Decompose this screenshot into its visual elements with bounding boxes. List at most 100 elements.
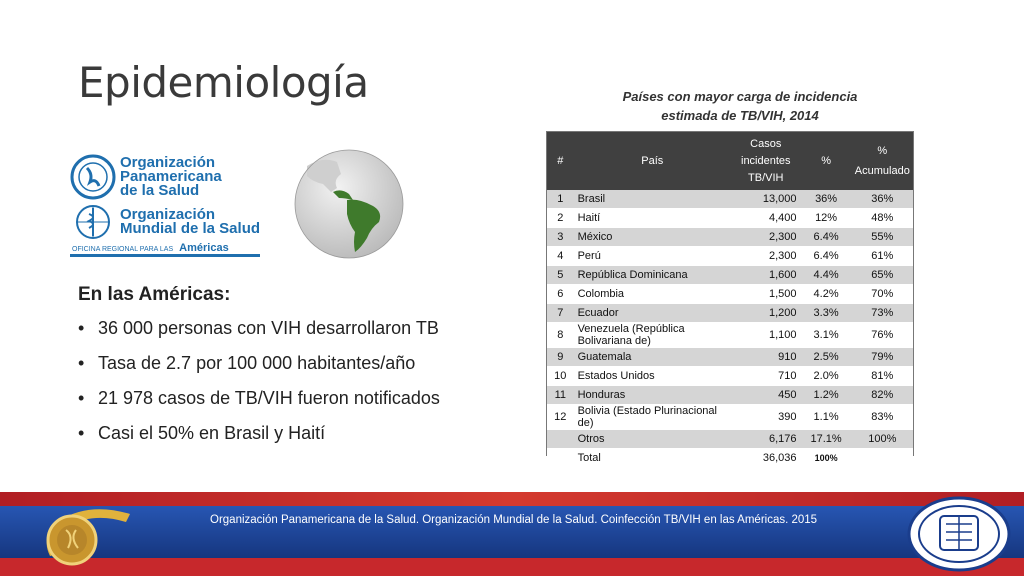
cell-country: República Dominicana xyxy=(573,265,732,285)
footer-blue-band xyxy=(0,506,1024,558)
table-row: 10 Estados Unidos 710 2.0% 81% xyxy=(547,366,913,386)
table-row: 12 Bolivia (Estado Plurinacional de) 390 1.… xyxy=(547,404,913,430)
col-header-index: # xyxy=(547,132,574,190)
logo-underline xyxy=(70,254,260,257)
cell-country: Brasil xyxy=(573,190,732,209)
who-text-line1: Organización xyxy=(120,206,216,223)
col-header-cases-l3: TB/VIH xyxy=(748,171,784,184)
who-text-line2: Mundial de la Salud xyxy=(120,220,261,237)
table-row: 8 Venezuela (República Bolivariana de) 1,1… xyxy=(547,322,913,348)
cell-country: Venezuela (República Bolivariana de) xyxy=(573,322,732,348)
bullet-heading: En las Américas: xyxy=(78,284,231,305)
cell-country: Guatemala xyxy=(573,347,732,367)
col-header-country: País xyxy=(573,132,732,190)
table-header-row: # País Casos incidentes TB/VIH % % Acumu… xyxy=(547,132,913,190)
cell-index: 11 xyxy=(547,385,574,405)
col-header-pct: % xyxy=(800,132,852,190)
regional-office-text: OFICINA REGIONAL PARA LAS xyxy=(72,246,174,253)
regional-americas-text: Américas xyxy=(179,242,229,254)
paho-text-line3: de la Salud xyxy=(120,182,200,199)
cell-pct: 12% xyxy=(800,208,852,228)
table-row: Total 36,036 100% xyxy=(547,448,913,468)
cell-index: 5 xyxy=(547,265,574,285)
cell-country: Perú xyxy=(573,246,732,266)
cell-country: Total xyxy=(573,448,732,468)
paho-emblem-icon xyxy=(70,154,116,200)
bullet-item: 36 000 personas con VIH desarrollaron TB xyxy=(78,318,440,339)
table-row: 3 México 2,300 6.4% 55% xyxy=(547,227,913,247)
university-seal-icon xyxy=(907,496,1011,572)
footer-red-stripe-top xyxy=(0,492,1024,506)
who-emblem-icon xyxy=(76,205,110,239)
cell-pct: 1.1% xyxy=(800,404,852,430)
table-row: 11 Honduras 450 1.2% 82% xyxy=(547,385,913,405)
col-header-cases-l2: incidentes xyxy=(741,154,791,167)
cell-index: 4 xyxy=(547,246,574,266)
incidence-table: # País Casos incidentes TB/VIH % % Acumu… xyxy=(547,132,913,468)
cell-cases: 1,500 xyxy=(731,284,801,304)
cell-cases: 1,100 xyxy=(731,322,801,348)
cell-pct: 2.0% xyxy=(800,366,852,386)
bullet-item: Tasa de 2.7 por 100 000 habitantes/año xyxy=(78,353,440,374)
cell-cases: 910 xyxy=(731,347,801,367)
cell-cumulative: 83% xyxy=(851,404,913,430)
cell-country: Ecuador xyxy=(573,303,732,323)
table-body: 1 Brasil 13,000 36% 36% 2 Haití 4,400 12% 48% 3 Méx… xyxy=(547,190,913,468)
cell-pct: 36% xyxy=(800,190,852,209)
col-header-cases: Casos incidentes TB/VIH xyxy=(731,132,801,190)
cell-pct: 100% xyxy=(800,448,852,468)
cell-cases: 6,176 xyxy=(731,429,801,449)
cell-index: 1 xyxy=(547,190,574,209)
footer-reference: Organización Panamericana de la Salud. O… xyxy=(210,514,818,526)
table-row: 7 Ecuador 1,200 3.3% 73% xyxy=(547,303,913,323)
cell-country: Colombia xyxy=(573,284,732,304)
col-header-cumulative: % Acumulado xyxy=(851,132,913,190)
paho-text-line2: Panamericana xyxy=(120,168,222,185)
paho-who-logo: Organización Panamericana de la Salud Or… xyxy=(70,148,262,258)
gold-medal-icon xyxy=(46,509,130,566)
cell-cumulative: 70% xyxy=(851,284,913,304)
cell-cumulative: 36% xyxy=(851,190,913,209)
cell-cases: 2,300 xyxy=(731,246,801,266)
cell-cumulative: 48% xyxy=(851,208,913,228)
cell-country: Honduras xyxy=(573,385,732,405)
cell-pct: 4.4% xyxy=(800,265,852,285)
cell-index: 7 xyxy=(547,303,574,323)
cell-cases: 13,000 xyxy=(731,190,801,209)
cell-pct: 6.4% xyxy=(800,227,852,247)
cell-cases: 1,600 xyxy=(731,265,801,285)
cell-country: Estados Unidos xyxy=(573,366,732,386)
paho-text-line1: Organización xyxy=(120,154,216,171)
cell-pct: 17.1% xyxy=(800,429,852,449)
cell-index: 2 xyxy=(547,208,574,228)
who-logo: Organización Mundial de la Salud xyxy=(70,202,260,242)
cell-cases: 450 xyxy=(731,385,801,405)
cell-cases: 390 xyxy=(731,404,801,430)
footer-red-stripe-bottom xyxy=(0,558,1024,576)
cell-index: 8 xyxy=(547,322,574,348)
cell-country: Bolivia (Estado Plurinacional de) xyxy=(573,404,732,430)
table-row: 2 Haití 4,400 12% 48% xyxy=(547,208,913,228)
cell-pct: 4.2% xyxy=(800,284,852,304)
paho-logo: Organización Panamericana de la Salud xyxy=(70,154,222,200)
cell-country: Haití xyxy=(573,208,732,228)
cell-index: 3 xyxy=(547,227,574,247)
cell-cumulative: 76% xyxy=(851,322,913,348)
table-row: 6 Colombia 1,500 4.2% 70% xyxy=(547,284,913,304)
cell-index: 12 xyxy=(547,404,574,430)
bullet-list: 36 000 personas con VIH desarrollaron TB… xyxy=(78,318,440,444)
cell-cases: 4,400 xyxy=(731,208,801,228)
bullet-item: Casi el 50% en Brasil y Haití xyxy=(78,423,440,444)
cell-index: 6 xyxy=(547,284,574,304)
cell-cases: 710 xyxy=(731,366,801,386)
cell-cumulative: 82% xyxy=(851,385,913,405)
col-header-cum-l2: Acumulado xyxy=(854,165,910,177)
cell-cumulative: 100% xyxy=(851,429,913,449)
table-row: 9 Guatemala 910 2.5% 79% xyxy=(547,347,913,367)
cell-country: México xyxy=(573,227,732,247)
incidence-table-container: # País Casos incidentes TB/VIH % % Acumu… xyxy=(546,131,914,468)
cell-cumulative: 73% xyxy=(851,303,913,323)
cell-cases: 36,036 xyxy=(731,448,801,468)
cell-cases: 2,300 xyxy=(731,227,801,247)
table-row: 5 República Dominicana 1,600 4.4% 65% xyxy=(547,265,913,285)
